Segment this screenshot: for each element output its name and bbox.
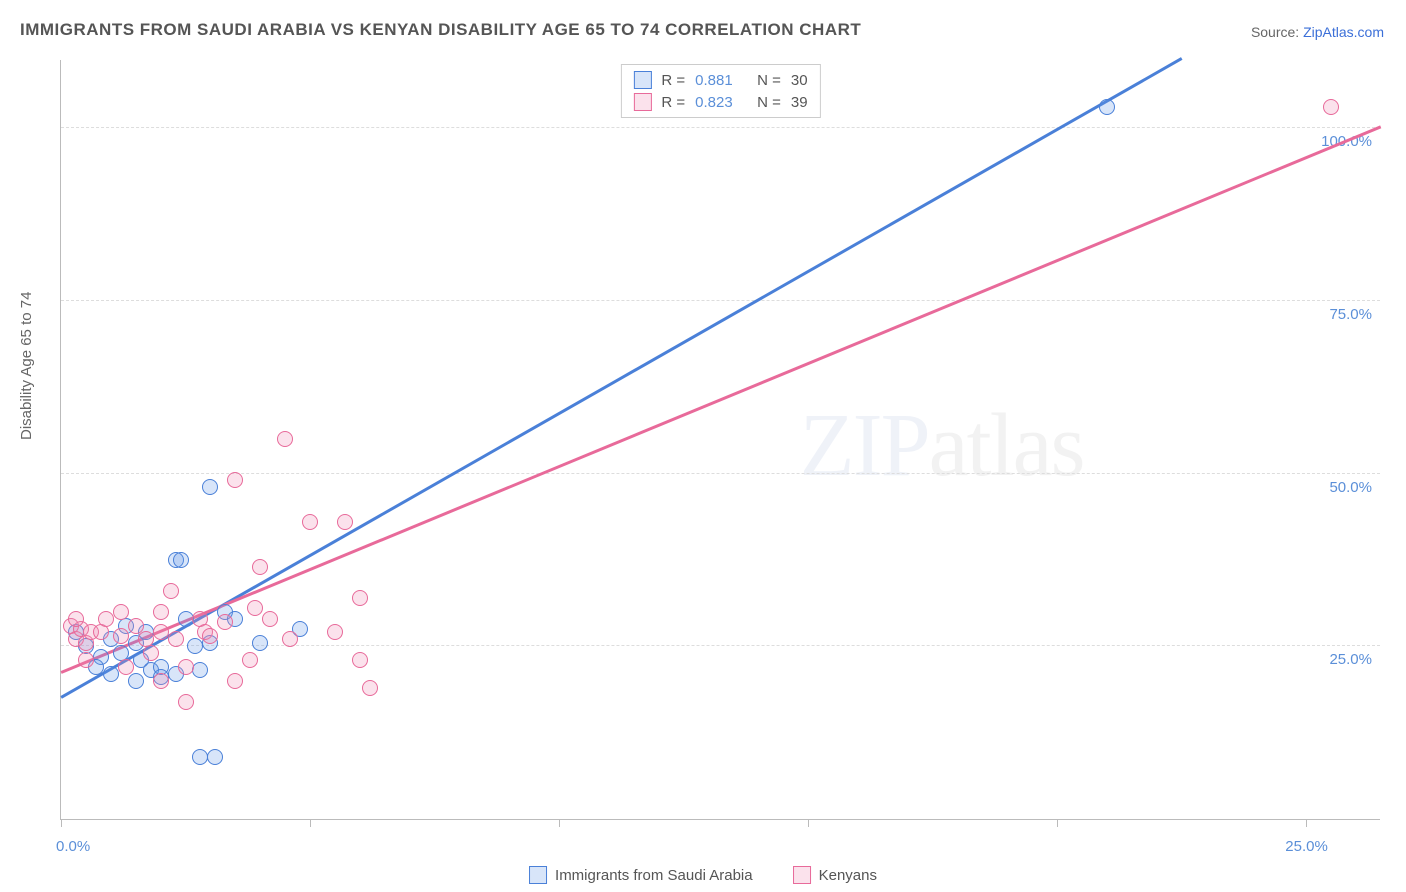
legend-series-label: Kenyans <box>819 867 877 884</box>
data-point-kenyan <box>113 604 129 620</box>
data-point-kenyan <box>68 611 84 627</box>
chart-title: IMMIGRANTS FROM SAUDI ARABIA VS KENYAN D… <box>20 20 861 40</box>
data-point-kenyan <box>282 631 298 647</box>
x-tick <box>1306 819 1307 827</box>
n-label: N = <box>757 72 781 89</box>
legend-swatch <box>633 93 651 111</box>
data-point-saudi <box>192 662 208 678</box>
legend-stats-row-kenyan: R = 0.823 N = 39 <box>633 91 807 113</box>
source-link[interactable]: ZipAtlas.com <box>1303 24 1384 40</box>
legend-swatch <box>529 866 547 884</box>
x-tick-label: 25.0% <box>1285 838 1328 855</box>
regression-line-kenyan <box>61 126 1382 674</box>
r-label: R = <box>661 94 685 111</box>
data-point-kenyan <box>113 628 129 644</box>
data-point-kenyan <box>153 673 169 689</box>
data-point-kenyan <box>93 624 109 640</box>
data-point-saudi <box>202 479 218 495</box>
n-value: 30 <box>791 72 808 89</box>
r-label: R = <box>661 72 685 89</box>
x-tick <box>559 819 560 827</box>
data-point-saudi <box>128 673 144 689</box>
data-point-saudi <box>1099 99 1115 115</box>
data-point-kenyan <box>227 472 243 488</box>
legend-item-saudi: Immigrants from Saudi Arabia <box>529 866 753 884</box>
data-point-kenyan <box>362 680 378 696</box>
data-point-kenyan <box>352 590 368 606</box>
data-point-kenyan <box>143 645 159 661</box>
data-point-saudi <box>192 749 208 765</box>
data-point-saudi <box>103 666 119 682</box>
data-point-kenyan <box>202 628 218 644</box>
data-point-kenyan <box>163 583 179 599</box>
data-point-kenyan <box>178 659 194 675</box>
data-point-kenyan <box>247 600 263 616</box>
data-point-kenyan <box>153 624 169 640</box>
y-tick-label: 50.0% <box>1329 479 1372 496</box>
r-value: 0.881 <box>695 72 747 89</box>
r-value: 0.823 <box>695 94 747 111</box>
data-point-kenyan <box>302 514 318 530</box>
x-tick <box>1057 819 1058 827</box>
data-point-saudi <box>173 552 189 568</box>
x-tick-label: 0.0% <box>56 838 90 855</box>
y-tick-label: 25.0% <box>1329 651 1372 668</box>
source-prefix: Source: <box>1251 24 1303 40</box>
data-point-kenyan <box>1323 99 1339 115</box>
n-value: 39 <box>791 94 808 111</box>
legend-swatch <box>793 866 811 884</box>
legend-swatch <box>633 71 651 89</box>
data-point-saudi <box>252 635 268 651</box>
x-tick <box>310 819 311 827</box>
data-point-kenyan <box>78 652 94 668</box>
source-attribution: Source: ZipAtlas.com <box>1251 24 1384 40</box>
data-point-saudi <box>207 749 223 765</box>
data-point-kenyan <box>168 631 184 647</box>
watermark: ZIPatlas <box>800 394 1084 497</box>
gridline <box>61 473 1380 474</box>
legend-stats-row-saudi: R = 0.881 N = 30 <box>633 69 807 91</box>
data-point-kenyan <box>118 659 134 675</box>
legend-series-label: Immigrants from Saudi Arabia <box>555 867 753 884</box>
n-label: N = <box>757 94 781 111</box>
data-point-saudi <box>178 611 194 627</box>
data-point-kenyan <box>98 611 114 627</box>
data-point-kenyan <box>153 604 169 620</box>
y-axis-label: Disability Age 65 to 74 <box>18 292 35 440</box>
gridline <box>61 300 1380 301</box>
x-tick <box>61 819 62 827</box>
legend-stats-box: R = 0.881 N = 30 R = 0.823 N = 39 <box>620 64 820 118</box>
data-point-kenyan <box>217 614 233 630</box>
data-point-kenyan <box>178 694 194 710</box>
legend-bottom: Immigrants from Saudi Arabia Kenyans <box>529 866 877 884</box>
data-point-kenyan <box>262 611 278 627</box>
data-point-kenyan <box>352 652 368 668</box>
data-point-kenyan <box>337 514 353 530</box>
data-point-kenyan <box>227 673 243 689</box>
y-tick-label: 75.0% <box>1329 306 1372 323</box>
data-point-kenyan <box>252 559 268 575</box>
data-point-kenyan <box>327 624 343 640</box>
data-point-saudi <box>187 638 203 654</box>
data-point-kenyan <box>277 431 293 447</box>
legend-item-kenyan: Kenyans <box>793 866 877 884</box>
gridline <box>61 127 1380 128</box>
plot-area: ZIPatlas R = 0.881 N = 30 R = 0.823 N = 39 25.0… <box>60 60 1380 820</box>
x-tick <box>808 819 809 827</box>
data-point-kenyan <box>242 652 258 668</box>
